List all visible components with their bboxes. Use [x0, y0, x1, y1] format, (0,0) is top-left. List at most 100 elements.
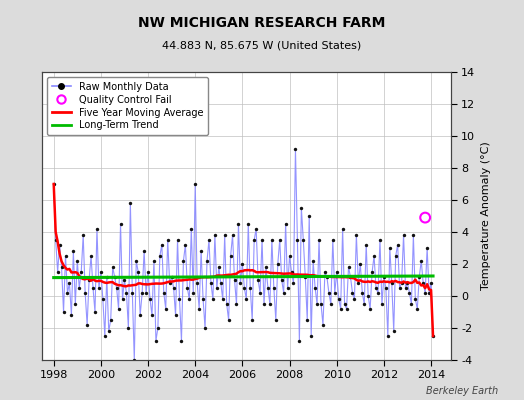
Point — [87, 253, 95, 259]
Point — [161, 306, 170, 312]
Point — [297, 205, 305, 211]
Point — [309, 258, 318, 264]
Point — [413, 306, 421, 312]
Point — [121, 277, 129, 283]
Point — [425, 290, 433, 296]
Point — [209, 296, 217, 302]
Point — [99, 296, 107, 302]
Point — [397, 280, 406, 286]
Point — [136, 312, 145, 318]
Point — [311, 285, 319, 291]
Point — [97, 269, 105, 275]
Point — [271, 317, 280, 323]
Point — [173, 237, 182, 243]
Point — [380, 274, 388, 280]
Point — [166, 280, 174, 286]
Point — [105, 328, 113, 334]
Point — [344, 264, 353, 270]
Point — [341, 301, 349, 307]
Point — [339, 226, 347, 232]
Point — [228, 232, 237, 238]
Point — [140, 248, 148, 254]
Point — [281, 221, 290, 227]
Point — [73, 258, 82, 264]
Point — [75, 285, 83, 291]
Point — [403, 280, 412, 286]
Point — [215, 264, 223, 270]
Point — [389, 328, 398, 334]
Point — [160, 290, 168, 296]
Point — [81, 290, 90, 296]
Point — [185, 296, 193, 302]
Point — [278, 277, 286, 283]
Point — [118, 296, 127, 302]
Point — [317, 301, 325, 307]
Point — [232, 301, 241, 307]
Point — [372, 285, 380, 291]
Point — [303, 317, 311, 323]
Point — [66, 280, 74, 286]
Point — [368, 269, 376, 275]
Point — [396, 285, 404, 291]
Point — [358, 290, 366, 296]
Point — [95, 285, 103, 291]
Point — [354, 280, 363, 286]
Point — [197, 248, 205, 254]
Point — [326, 301, 335, 307]
Point — [85, 277, 93, 283]
Point — [144, 269, 152, 275]
Point — [323, 274, 331, 280]
Point — [388, 280, 396, 286]
Point — [83, 322, 91, 328]
Point — [177, 338, 185, 344]
Point — [386, 245, 394, 251]
Point — [394, 242, 402, 248]
Point — [93, 226, 101, 232]
Point — [53, 269, 62, 275]
Point — [427, 280, 435, 286]
Point — [429, 333, 437, 339]
Point — [89, 285, 97, 291]
Point — [150, 258, 158, 264]
Point — [289, 280, 298, 286]
Point — [376, 237, 384, 243]
Point — [381, 285, 390, 291]
Point — [391, 253, 400, 259]
Point — [211, 232, 219, 238]
Point — [250, 237, 258, 243]
Point — [419, 280, 428, 286]
Point — [114, 306, 123, 312]
Point — [79, 232, 88, 238]
Point — [199, 296, 208, 302]
Point — [193, 280, 201, 286]
Point — [223, 301, 231, 307]
Point — [348, 290, 357, 296]
Point — [134, 269, 143, 275]
Point — [407, 301, 416, 307]
Point — [158, 242, 166, 248]
Point — [401, 285, 410, 291]
Point — [108, 264, 117, 270]
Point — [378, 301, 386, 307]
Point — [63, 290, 72, 296]
Point — [236, 280, 245, 286]
Point — [224, 317, 233, 323]
Point — [262, 264, 270, 270]
Point — [221, 232, 229, 238]
Point — [61, 253, 70, 259]
Point — [128, 290, 137, 296]
Point — [352, 232, 361, 238]
Point — [152, 338, 160, 344]
Point — [101, 333, 109, 339]
Point — [331, 290, 339, 296]
Point — [154, 325, 162, 331]
Point — [305, 213, 313, 219]
Point — [203, 258, 211, 264]
Text: Berkeley Earth: Berkeley Earth — [425, 386, 498, 396]
Point — [405, 290, 413, 296]
Point — [176, 296, 184, 302]
Point — [201, 325, 209, 331]
Point — [287, 269, 296, 275]
Point — [113, 285, 121, 291]
Point — [138, 290, 146, 296]
